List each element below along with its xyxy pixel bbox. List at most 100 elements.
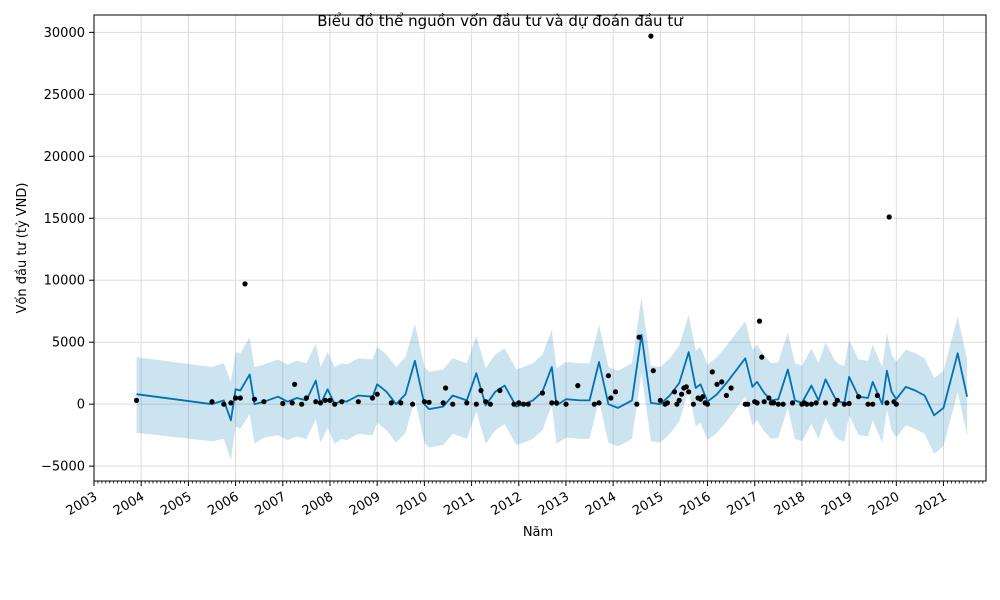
data-point <box>608 395 614 401</box>
x-tick-label: 2007 <box>253 489 289 519</box>
data-point <box>228 400 234 406</box>
uncertainty-band-layer <box>136 297 968 460</box>
data-point <box>303 395 309 401</box>
data-point <box>591 401 597 407</box>
data-point <box>339 399 345 405</box>
data-point <box>473 401 479 407</box>
data-point <box>709 369 715 375</box>
data-point <box>671 389 678 395</box>
data-point <box>233 395 239 401</box>
data-point <box>884 400 890 406</box>
data-point <box>440 400 446 406</box>
data-point <box>575 383 581 389</box>
data-point <box>317 400 324 406</box>
data-point <box>648 33 654 39</box>
x-tick-label: 2015 <box>630 489 666 519</box>
data-point <box>369 395 376 401</box>
data-point <box>549 400 555 406</box>
data-point <box>745 401 751 407</box>
data-point <box>870 401 876 407</box>
data-point <box>237 395 243 401</box>
data-point <box>700 394 706 400</box>
x-tick-label: 2016 <box>677 489 713 519</box>
data-point <box>292 381 298 387</box>
data-point <box>464 400 470 406</box>
x-tick-label: 2006 <box>205 489 241 519</box>
y-tick-label: 25000 <box>44 88 85 103</box>
data-point <box>553 400 560 406</box>
data-point <box>728 385 734 391</box>
data-point <box>251 396 258 402</box>
x-tick-label: 2021 <box>913 489 949 519</box>
y-tick-label: 5000 <box>52 336 85 351</box>
x-tick-label: 2004 <box>111 489 147 519</box>
data-point <box>886 214 892 220</box>
data-point <box>771 400 777 406</box>
data-point <box>487 401 493 407</box>
y-axis-label: Vốn đầu tư (tỷ VND) <box>15 183 30 314</box>
data-point <box>374 391 380 397</box>
x-tick-label: 2008 <box>300 489 336 519</box>
x-axis: 2003 2004 2005 2006 2007 2008 2009 2010 2011 2012… <box>64 481 984 519</box>
data-point <box>636 334 642 340</box>
y-tick-label: 30000 <box>44 26 85 41</box>
data-point <box>766 395 772 401</box>
data-point <box>808 401 815 407</box>
data-point <box>846 400 852 407</box>
data-point <box>539 390 546 396</box>
y-tick-label: 0 <box>77 398 85 413</box>
data-point <box>832 401 838 407</box>
data-point <box>841 401 848 407</box>
data-point <box>332 401 338 407</box>
y-tick-label: −5000 <box>41 460 85 475</box>
data-point <box>563 401 569 407</box>
x-tick-label: 2019 <box>819 489 855 519</box>
data-point <box>398 400 404 406</box>
data-point <box>221 401 227 407</box>
data-point <box>511 401 517 407</box>
data-point <box>242 281 248 287</box>
data-point <box>299 401 305 407</box>
data-point <box>327 397 333 403</box>
data-point <box>313 399 319 405</box>
data-point <box>679 391 685 397</box>
data-point <box>759 354 765 360</box>
plot-frame <box>93 14 987 482</box>
data-point <box>657 397 663 403</box>
data-point <box>605 373 612 379</box>
data-point <box>874 392 881 399</box>
uncertainty-band <box>136 297 968 460</box>
data-point <box>704 401 711 407</box>
y-tick-label: 20000 <box>44 150 85 165</box>
y-axis: −5000 0 5000 10000 15000 20000 25000 30000 <box>41 26 94 475</box>
y-tick-label: 15000 <box>44 212 85 227</box>
x-tick-label: 2010 <box>394 489 430 519</box>
data-point <box>780 401 786 407</box>
data-point <box>686 389 692 395</box>
data-point <box>516 400 522 406</box>
x-tick-label: 2013 <box>536 489 572 519</box>
data-point <box>664 400 671 406</box>
x-axis-label: Năm <box>523 525 553 540</box>
data-point <box>497 387 503 394</box>
data-point <box>789 400 796 406</box>
x-tick-label: 2011 <box>441 489 477 519</box>
data-point <box>813 400 819 406</box>
data-point <box>893 401 899 407</box>
data-point <box>525 401 531 407</box>
data-point <box>634 401 640 407</box>
data-point <box>856 394 862 400</box>
data-point <box>723 392 730 399</box>
chart-title: Biểu đồ thể nguồn vốn đầu tư và dự đoán … <box>317 12 684 30</box>
x-tick-label: 2003 <box>64 489 100 519</box>
data-point <box>865 401 871 407</box>
data-point <box>209 399 215 405</box>
data-point <box>714 381 720 387</box>
y-tick-label: 10000 <box>44 274 85 289</box>
data-point <box>410 401 416 407</box>
data-point <box>822 400 829 406</box>
actual-points-layer <box>133 33 899 407</box>
x-tick-label: 2017 <box>725 489 761 519</box>
